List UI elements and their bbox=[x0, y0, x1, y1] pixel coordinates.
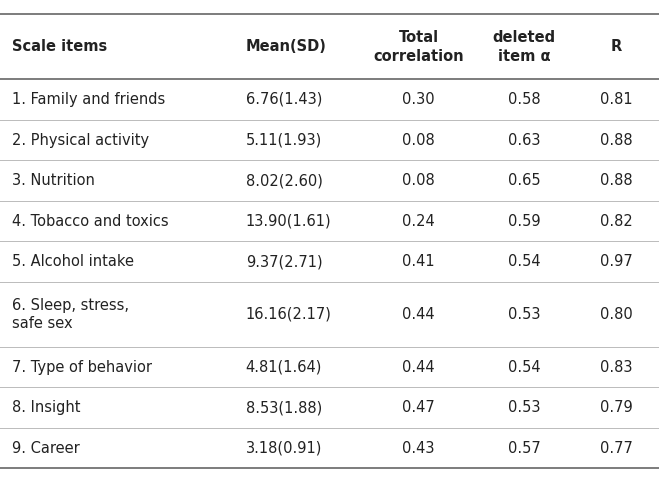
Text: 0.83: 0.83 bbox=[600, 359, 633, 375]
Text: 8. Insight: 8. Insight bbox=[12, 400, 80, 415]
Text: 0.77: 0.77 bbox=[600, 441, 633, 456]
Text: 0.08: 0.08 bbox=[402, 173, 435, 188]
Text: 0.53: 0.53 bbox=[507, 400, 540, 415]
Text: 0.81: 0.81 bbox=[600, 92, 633, 107]
Text: 0.08: 0.08 bbox=[402, 132, 435, 148]
Text: 0.54: 0.54 bbox=[507, 359, 540, 375]
Text: 0.59: 0.59 bbox=[507, 214, 540, 228]
Text: 3.18(0.91): 3.18(0.91) bbox=[246, 441, 322, 456]
Text: 0.24: 0.24 bbox=[402, 214, 435, 228]
Text: 4. Tobacco and toxics: 4. Tobacco and toxics bbox=[12, 214, 169, 228]
Text: 0.82: 0.82 bbox=[600, 214, 633, 228]
Text: 1. Family and friends: 1. Family and friends bbox=[12, 92, 165, 107]
Text: 13.90(1.61): 13.90(1.61) bbox=[246, 214, 331, 228]
Text: 7. Type of behavior: 7. Type of behavior bbox=[12, 359, 152, 375]
Text: 3. Nutrition: 3. Nutrition bbox=[12, 173, 95, 188]
Text: 4.81(1.64): 4.81(1.64) bbox=[246, 359, 322, 375]
Text: 0.41: 0.41 bbox=[402, 254, 435, 269]
Text: 2. Physical activity: 2. Physical activity bbox=[12, 132, 149, 148]
Text: Mean(SD): Mean(SD) bbox=[246, 39, 327, 54]
Text: 0.97: 0.97 bbox=[600, 254, 633, 269]
Text: 0.57: 0.57 bbox=[507, 441, 540, 456]
Text: 5. Alcohol intake: 5. Alcohol intake bbox=[12, 254, 134, 269]
Text: deleted
item α: deleted item α bbox=[492, 30, 556, 64]
Text: 0.47: 0.47 bbox=[402, 400, 435, 415]
Text: Scale items: Scale items bbox=[12, 39, 107, 54]
Text: 0.30: 0.30 bbox=[402, 92, 435, 107]
Text: 0.58: 0.58 bbox=[507, 92, 540, 107]
Text: 0.79: 0.79 bbox=[600, 400, 633, 415]
Text: 16.16(2.17): 16.16(2.17) bbox=[246, 307, 331, 322]
Text: 0.80: 0.80 bbox=[600, 307, 633, 322]
Text: 0.63: 0.63 bbox=[507, 132, 540, 148]
Text: 8.02(2.60): 8.02(2.60) bbox=[246, 173, 323, 188]
Text: 0.44: 0.44 bbox=[402, 307, 435, 322]
Text: 8.53(1.88): 8.53(1.88) bbox=[246, 400, 322, 415]
Text: 0.88: 0.88 bbox=[600, 132, 633, 148]
Text: 9.37(2.71): 9.37(2.71) bbox=[246, 254, 322, 269]
Text: 6. Sleep, stress,
safe sex: 6. Sleep, stress, safe sex bbox=[12, 298, 129, 331]
Text: 0.65: 0.65 bbox=[507, 173, 540, 188]
Text: Total
correlation: Total correlation bbox=[373, 30, 464, 64]
Text: 0.43: 0.43 bbox=[402, 441, 435, 456]
Text: 0.53: 0.53 bbox=[507, 307, 540, 322]
Text: 0.44: 0.44 bbox=[402, 359, 435, 375]
Text: 0.54: 0.54 bbox=[507, 254, 540, 269]
Text: 9. Career: 9. Career bbox=[12, 441, 80, 456]
Text: 5.11(1.93): 5.11(1.93) bbox=[246, 132, 322, 148]
Text: 6.76(1.43): 6.76(1.43) bbox=[246, 92, 322, 107]
Text: 0.88: 0.88 bbox=[600, 173, 633, 188]
Text: R: R bbox=[610, 39, 622, 54]
